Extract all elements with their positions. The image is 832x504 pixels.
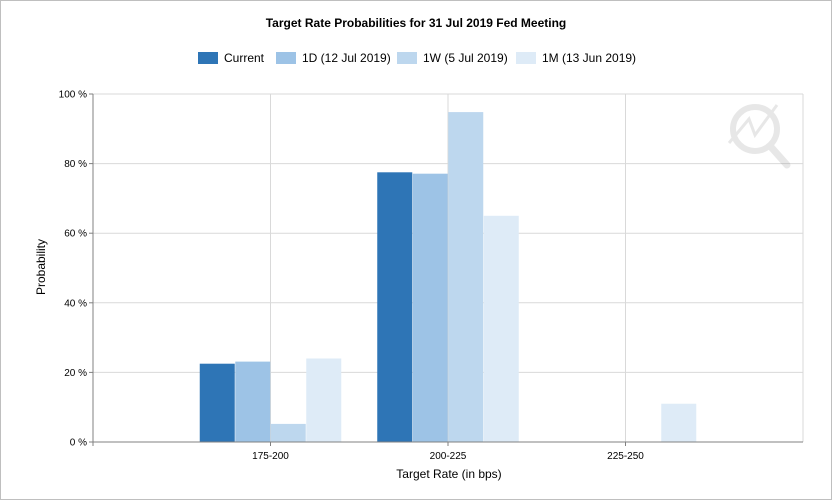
y-axis-label: Probability [34,239,48,295]
bar-current-200-225 [377,172,413,443]
x-tick-label: 175-200 [252,451,289,462]
bar-1w-5-jul-2019-175-200 [270,423,306,442]
y-tick-label: 60 % [64,229,87,240]
legend-label-1m-13-jun-2019: 1M (13 Jun 2019) [542,51,636,65]
x-tick-label: 225-250 [607,451,644,462]
legend-label-1d-12-jul-2019: 1D (12 Jul 2019) [302,51,391,65]
legend: Current 1D (12 Jul 2019) 1W (5 Jul 2019) 1M… [198,51,636,65]
bar-1w-5-jul-2019-200-225 [448,112,484,442]
bars [199,112,697,443]
x-tick-label: 200-225 [430,451,467,462]
bar-1d-12-jul-2019-200-225 [412,173,448,442]
y-tick-label: 20 % [64,368,87,379]
x-axis-label: Target Rate (in bps) [396,467,501,481]
legend-swatch-1m-13-jun-2019 [516,52,536,64]
bar-1m-13-jun-2019-175-200 [306,358,342,442]
legend-label-current: Current [224,51,265,65]
legend-label-1w-5-jul-2019: 1W (5 Jul 2019) [423,51,508,65]
y-tick-label: 80 % [64,159,87,170]
bar-1d-12-jul-2019-175-200 [235,361,271,442]
legend-swatch-1d-12-jul-2019 [276,52,296,64]
gridlines [93,93,804,442]
logo-watermark [727,104,791,169]
y-tick-label: 100 % [59,90,87,101]
chart-title: Target Rate Probabilities for 31 Jul 201… [266,16,567,30]
y-tick-label: 40 % [64,298,87,309]
bar-current-175-200 [199,363,235,442]
legend-swatch-current [198,52,218,64]
bar-1m-13-jun-2019-225-250 [661,403,697,442]
axes: 0 % 20 % 40 % 60 % 80 % 100 % 175-200 200-225 22… [59,90,803,462]
legend-swatch-1w-5-jul-2019 [397,52,417,64]
y-tick-label: 0 % [70,438,87,449]
bar-1m-13-jun-2019-200-225 [483,215,519,442]
